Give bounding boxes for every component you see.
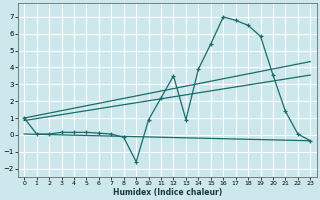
X-axis label: Humidex (Indice chaleur): Humidex (Indice chaleur): [113, 188, 222, 197]
